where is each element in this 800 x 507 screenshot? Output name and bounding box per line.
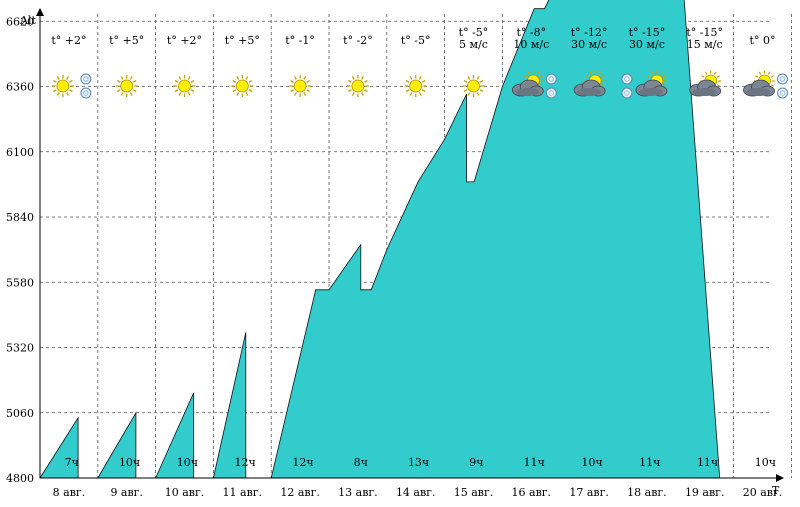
day-hours-label: 11ч (639, 456, 660, 469)
y-tick-label: 5580 (6, 276, 34, 289)
day-hours-label: 7ч (65, 456, 79, 469)
temperature-label: t° -2° (343, 34, 373, 47)
y-tick-label: 4800 (6, 472, 34, 485)
temperature-label: t° +2° (167, 34, 202, 47)
y-tick-label: 6620 (6, 15, 34, 28)
x-tick-label: 16 авг. (512, 486, 552, 499)
snowflake-icon (777, 73, 788, 85)
day-hours-label: 11ч (697, 456, 718, 469)
day-column: t° -1° 12ч 12 авг. (280, 34, 320, 499)
day-column: t° +2° 7ч 8 авг. (51, 34, 92, 499)
temperature-label: t° +2° (51, 34, 86, 47)
x-tick-label: 13 авг. (338, 486, 378, 499)
day-hours-label: 10ч (581, 456, 602, 469)
day-column: t° -12°30 м/с 10ч 17 авг. (569, 26, 609, 499)
snowflake-icon (777, 87, 788, 99)
sun-icon (462, 75, 485, 97)
temperature-label: t° +5° (109, 34, 144, 47)
day-column: t° -2° 8ч 13 авг. (338, 34, 378, 499)
y-tick-labels: 4800506053205580584061006360662068807140… (6, 15, 34, 485)
day-hours-label: 10ч (177, 456, 198, 469)
temperature-label: t° -12° (571, 26, 608, 39)
temperature-label: t° 0° (750, 34, 776, 47)
snowflake-icon (621, 73, 633, 85)
wind-label: 5 м/с (459, 38, 488, 51)
temperature-label: t° -5° (459, 26, 489, 39)
x-tick-label: 8 авг. (53, 486, 86, 499)
day-hours-label: 9ч (469, 456, 483, 469)
y-axis-arrow (36, 8, 44, 16)
x-tick-label: 9 авг. (110, 486, 143, 499)
wind-label: 15 м/с (687, 38, 723, 51)
x-tick-label: 20 авг. (743, 486, 783, 499)
wind-label: 10 м/с (513, 38, 549, 51)
y-tick-label: 5060 (6, 407, 34, 420)
x-tick-label: 19 авг. (685, 486, 725, 499)
y-axis-label: Alt (19, 14, 36, 27)
cloud-sun-icon (635, 70, 668, 97)
day-column: t° -8°10 м/с 11ч 16 авг. (512, 26, 557, 499)
sun-icon (346, 75, 369, 97)
temperature-label: t° -15° (629, 26, 666, 39)
day-hours-label: 12ч (235, 456, 256, 469)
day-column: t° +5° 12ч 11 авг. (223, 34, 263, 499)
cloud-sun-icon (689, 70, 722, 97)
y-tick-label: 5320 (6, 342, 34, 355)
axes: Alt T (19, 8, 784, 497)
day-columns: t° +2° 7ч 8 авг. t° +5° 10ч 9 авг. t° +2° 10ч 10… (51, 26, 788, 499)
temperature-label: t° -8° (516, 26, 546, 39)
altitude-area-day-5 (270, 0, 721, 479)
day-hours-label: 11ч (524, 456, 545, 469)
cloud-sun-icon (511, 70, 544, 97)
snowflake-icon (621, 87, 633, 99)
sun-icon (51, 75, 74, 97)
x-tick-label: 10 авг. (165, 486, 205, 499)
temperature-label: t° +5° (225, 34, 260, 47)
snowflake-icon (80, 87, 92, 99)
sun-icon (289, 75, 312, 97)
cloud-sun-icon (573, 70, 606, 97)
y-tick-label: 6360 (6, 81, 34, 94)
y-tick-label: 5840 (6, 211, 34, 224)
x-tick-label: 11 авг. (223, 486, 263, 499)
temperature-label: t° -15° (686, 26, 723, 39)
snowflake-icon (545, 87, 557, 99)
altitude-profile (39, 0, 721, 479)
day-column: t° +5° 10ч 9 авг. (109, 34, 144, 499)
day-hours-label: 12ч (292, 456, 313, 469)
temperature-label: t° -1° (285, 34, 315, 47)
wind-label: 30 м/с (629, 38, 665, 51)
x-tick-label: 15 авг. (454, 486, 494, 499)
day-column: t° +2° 10ч 10 авг. (165, 34, 205, 499)
x-tick-label: 12 авг. (280, 486, 320, 499)
sun-icon (404, 75, 427, 97)
day-hours-label: 13ч (408, 456, 429, 469)
day-hours-label: 8ч (354, 456, 368, 469)
day-column: t° 0° 10ч 20 авг. (743, 34, 788, 499)
x-tick-label: 17 авг. (569, 486, 609, 499)
y-tick-label: 6100 (6, 146, 34, 159)
sun-icon (115, 75, 138, 97)
temperature-label: t° -5° (401, 34, 431, 47)
day-hours-label: 10ч (119, 456, 140, 469)
snowflake-icon (80, 73, 92, 85)
sun-icon (231, 75, 254, 97)
day-column: t° -15°30 м/с 11ч 18 авг. (621, 26, 668, 499)
x-tick-label: 14 авг. (396, 486, 436, 499)
cloud-sun-icon (743, 70, 775, 97)
day-column: t° -5° 13ч 14 авг. (396, 34, 436, 499)
snowflake-icon (545, 73, 557, 85)
day-hours-label: 10ч (755, 456, 776, 469)
day-column: t° -15°15 м/с 11ч 19 авг. (685, 26, 725, 499)
x-axis-arrow (776, 474, 784, 482)
wind-label: 30 м/с (571, 38, 607, 51)
x-axis-label: T (772, 484, 780, 497)
sun-icon (173, 75, 196, 97)
x-tick-label: 18 авг. (627, 486, 667, 499)
day-column: t° -5°5 м/с 9ч 15 авг. (454, 26, 494, 499)
